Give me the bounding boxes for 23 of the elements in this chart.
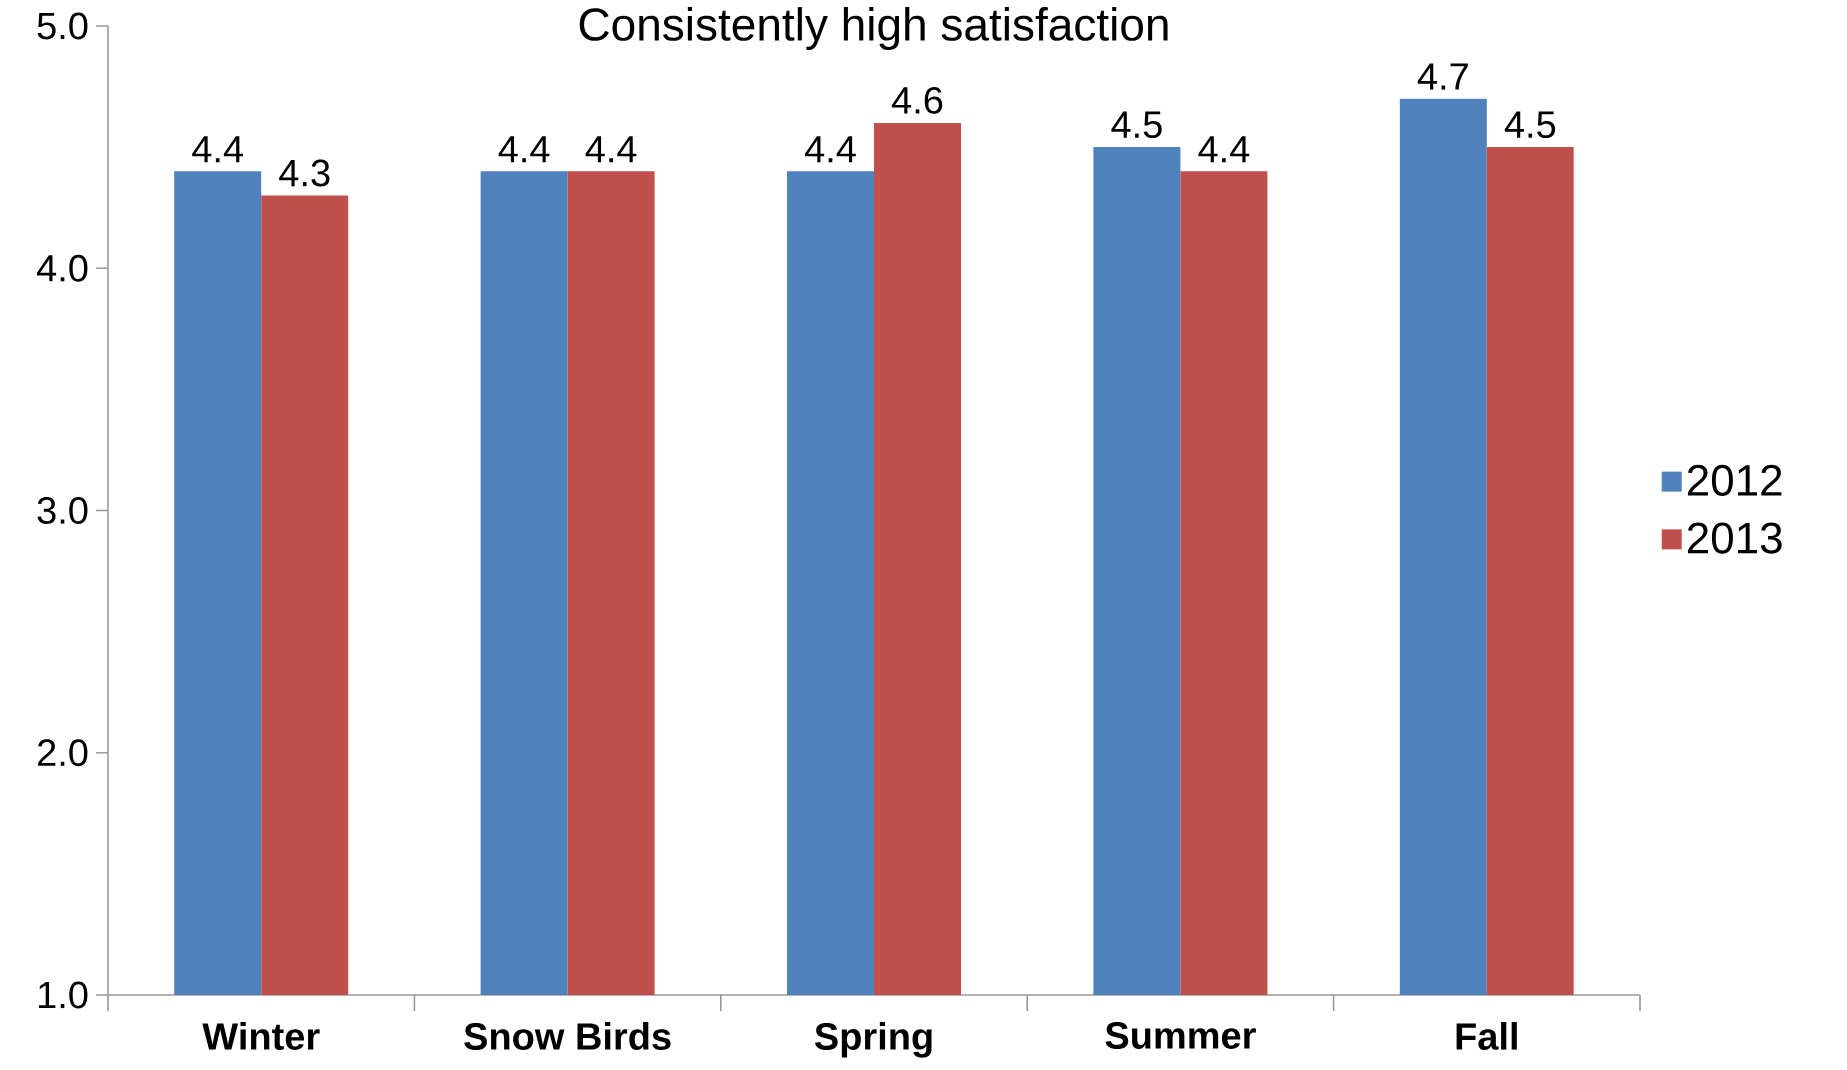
x-tick-label: Winter bbox=[202, 1022, 320, 1050]
y-tick-label: 2.0 bbox=[38, 739, 88, 767]
x-tick-label: Fall bbox=[1456, 1022, 1517, 1050]
data-label: 4.4 bbox=[192, 136, 243, 163]
y-tick-label: 4.0 bbox=[37, 254, 88, 282]
y-tick-label: 5.0 bbox=[37, 12, 88, 40]
data-label: 4.5 bbox=[1111, 111, 1162, 139]
data-label: 4.4 bbox=[804, 136, 856, 163]
data-label: 4.4 bbox=[498, 136, 550, 163]
data-label: 4.7 bbox=[1417, 63, 1468, 90]
x-tick-label: Snow Birds bbox=[464, 1022, 671, 1050]
legend-label: 2013 bbox=[1687, 522, 1782, 554]
data-label: 4.6 bbox=[891, 86, 943, 114]
data-label: 4.4 bbox=[1198, 136, 1250, 163]
y-tick-label: 3.0 bbox=[37, 497, 88, 524]
data-label: 4.3 bbox=[279, 159, 330, 187]
chart-title: Consistently high satisfaction bbox=[579, 7, 1168, 50]
y-tick-label: 1.0 bbox=[39, 981, 88, 1009]
data-label: 4.4 bbox=[585, 136, 637, 163]
legend-label: 2012 bbox=[1687, 464, 1782, 496]
x-tick-label: Summer bbox=[1105, 1022, 1256, 1049]
x-tick-label: Spring bbox=[814, 1022, 932, 1058]
data-label: 4.5 bbox=[1504, 111, 1556, 139]
